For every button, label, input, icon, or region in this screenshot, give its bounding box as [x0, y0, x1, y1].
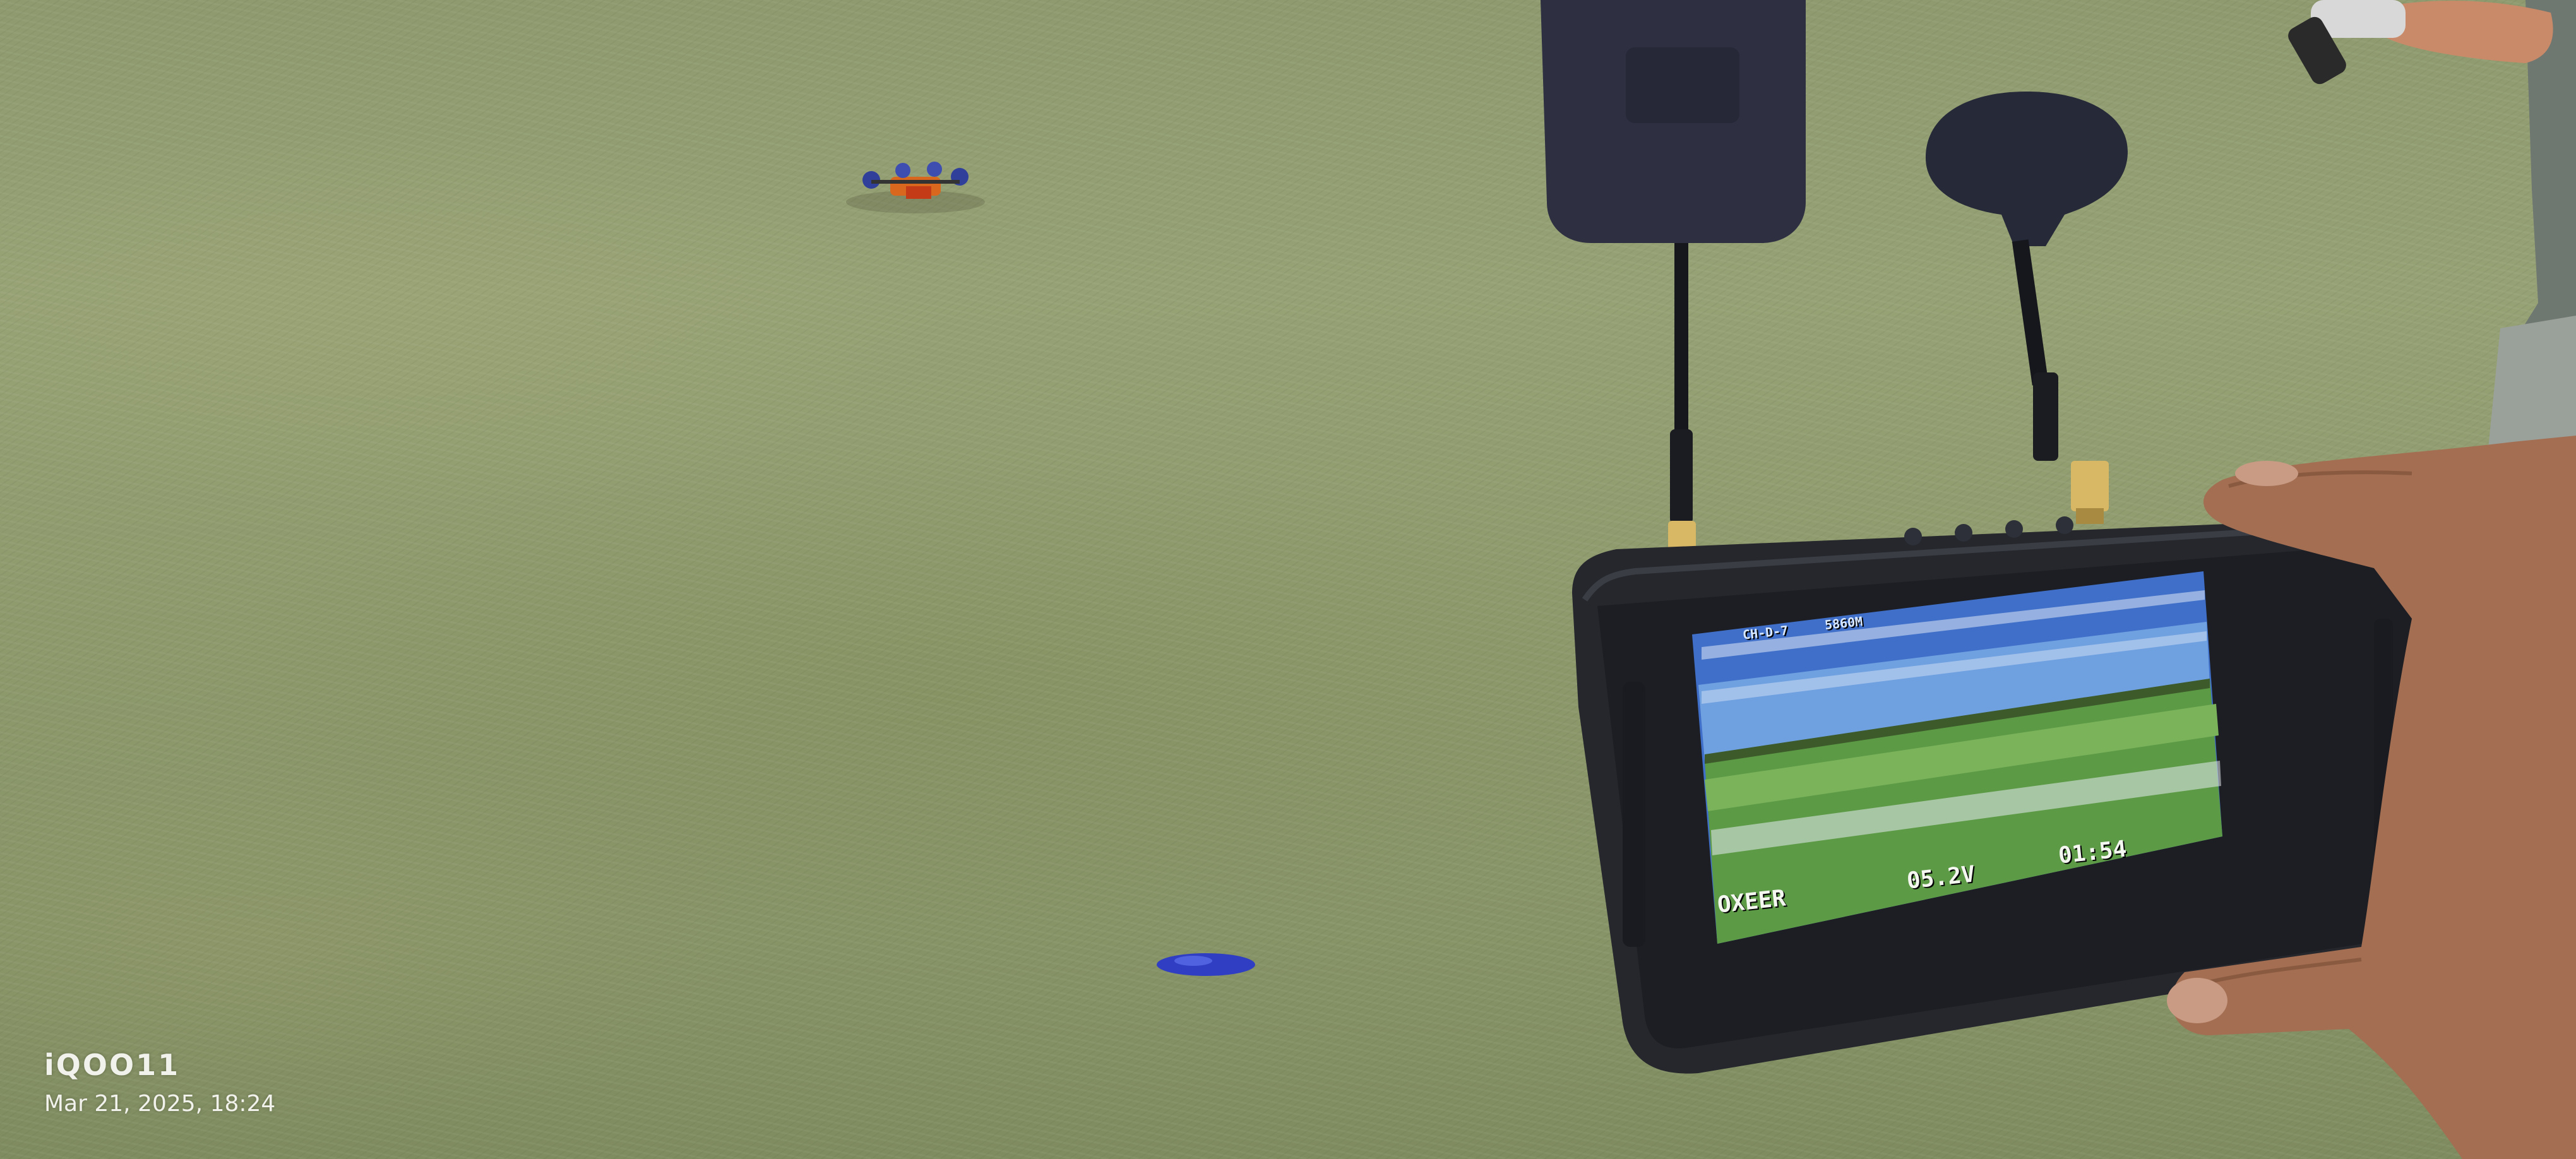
person-background: [2288, 0, 2576, 455]
fpv-monitor-screen: [1692, 571, 2222, 944]
hand-icon: [2167, 436, 2576, 1159]
patch-antenna-icon: [1541, 0, 1806, 581]
watermark-brand: iQOO11: [44, 1048, 181, 1082]
drone-icon: [846, 162, 985, 213]
camera-watermark: iQOO11 Mar 21, 2025, 18:24: [44, 1048, 275, 1117]
watermark-datetime: Mar 21, 2025, 18:24: [44, 1091, 276, 1117]
mushroom-antenna-icon: [1926, 92, 2128, 461]
blue-object-on-grass: [1157, 953, 1255, 976]
antenna-connector: [2071, 461, 2109, 524]
